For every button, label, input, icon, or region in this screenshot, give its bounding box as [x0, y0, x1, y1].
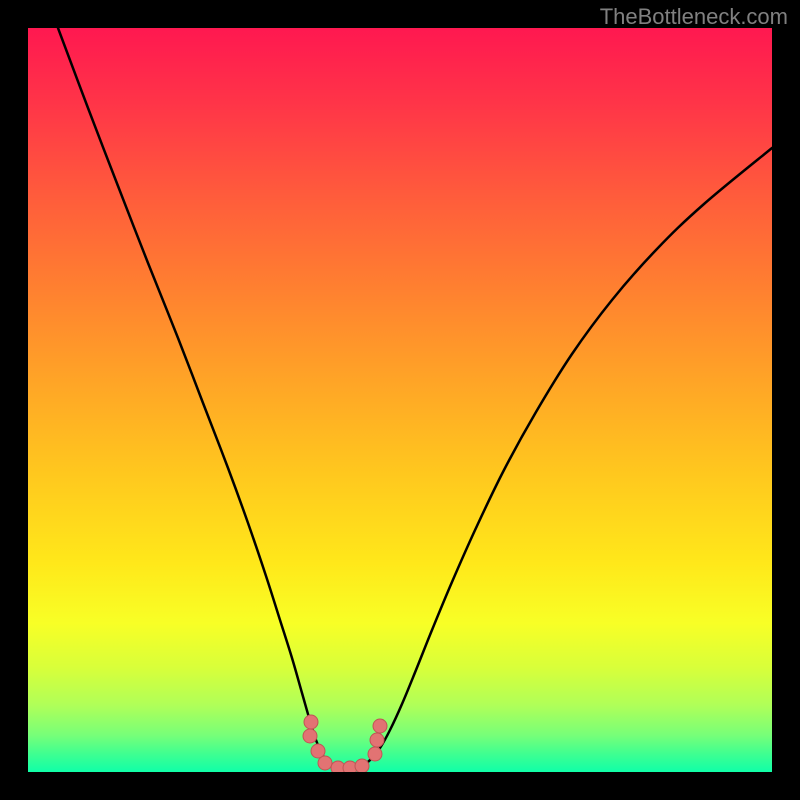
curve-right: [346, 148, 772, 769]
data-marker: [303, 729, 317, 743]
data-marker: [304, 715, 318, 729]
data-marker: [373, 719, 387, 733]
curve-left: [58, 28, 346, 769]
data-marker: [318, 756, 332, 770]
plot-area: [28, 28, 772, 772]
data-marker: [370, 733, 384, 747]
data-marker: [368, 747, 382, 761]
watermark-text: TheBottleneck.com: [600, 4, 788, 30]
chart-container: TheBottleneck.com: [0, 0, 800, 800]
data-markers: [303, 715, 387, 772]
data-marker: [355, 759, 369, 772]
bottleneck-curves: [28, 28, 772, 772]
